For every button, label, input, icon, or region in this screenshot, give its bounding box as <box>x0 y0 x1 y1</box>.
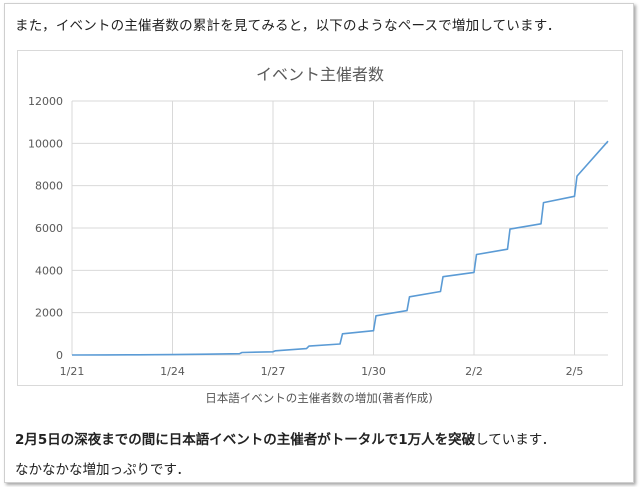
x-tick-label: 2/2 <box>465 365 483 378</box>
y-tick-label: 10000 <box>28 137 63 150</box>
y-tick-label: 2000 <box>35 307 63 320</box>
y-tick-label: 4000 <box>35 264 63 277</box>
x-tick-label: 1/21 <box>60 365 85 378</box>
y-tick-label: 12000 <box>28 95 63 108</box>
closing-text: なかなかな増加っぷりです． <box>15 462 190 478</box>
x-tick-label: 1/30 <box>361 365 386 378</box>
x-tick-label: 1/27 <box>261 365 286 378</box>
y-tick-label: 0 <box>56 349 63 362</box>
chart-caption: 日本語イベントの主催者数の増加(著者作成) <box>205 391 433 405</box>
y-tick-label: 6000 <box>35 222 63 235</box>
y-tick-label: 8000 <box>35 180 63 193</box>
x-tick-label: 1/24 <box>160 365 185 378</box>
highlight-rest: しています． <box>475 432 556 448</box>
series-line <box>71 140 609 356</box>
x-tick-label: 2/5 <box>566 365 584 378</box>
article-frame: また，イベントの主催者数の累計を見てみると，以下のようなペースで増加しています．… <box>4 3 634 483</box>
highlight-bold: 2月5日の深夜までの間に日本語イベントの主催者がトータルで1万人を突破 <box>15 432 476 448</box>
highlight-sentence: 2月5日の深夜までの間に日本語イベントの主催者がトータルで1万人を突破しています… <box>15 428 555 448</box>
chart-title: イベント主催者数 <box>255 65 384 84</box>
intro-text: また，イベントの主催者数の累計を見てみると，以下のようなペースで増加しています． <box>15 18 561 34</box>
chart-container: イベント主催者数 0 2000 4000 6000 8000 10000 12000 1/21… <box>17 50 623 386</box>
line-chart: 0 2000 4000 6000 8000 10000 12000 1/21 1/24 1/27 1… <box>28 95 609 378</box>
